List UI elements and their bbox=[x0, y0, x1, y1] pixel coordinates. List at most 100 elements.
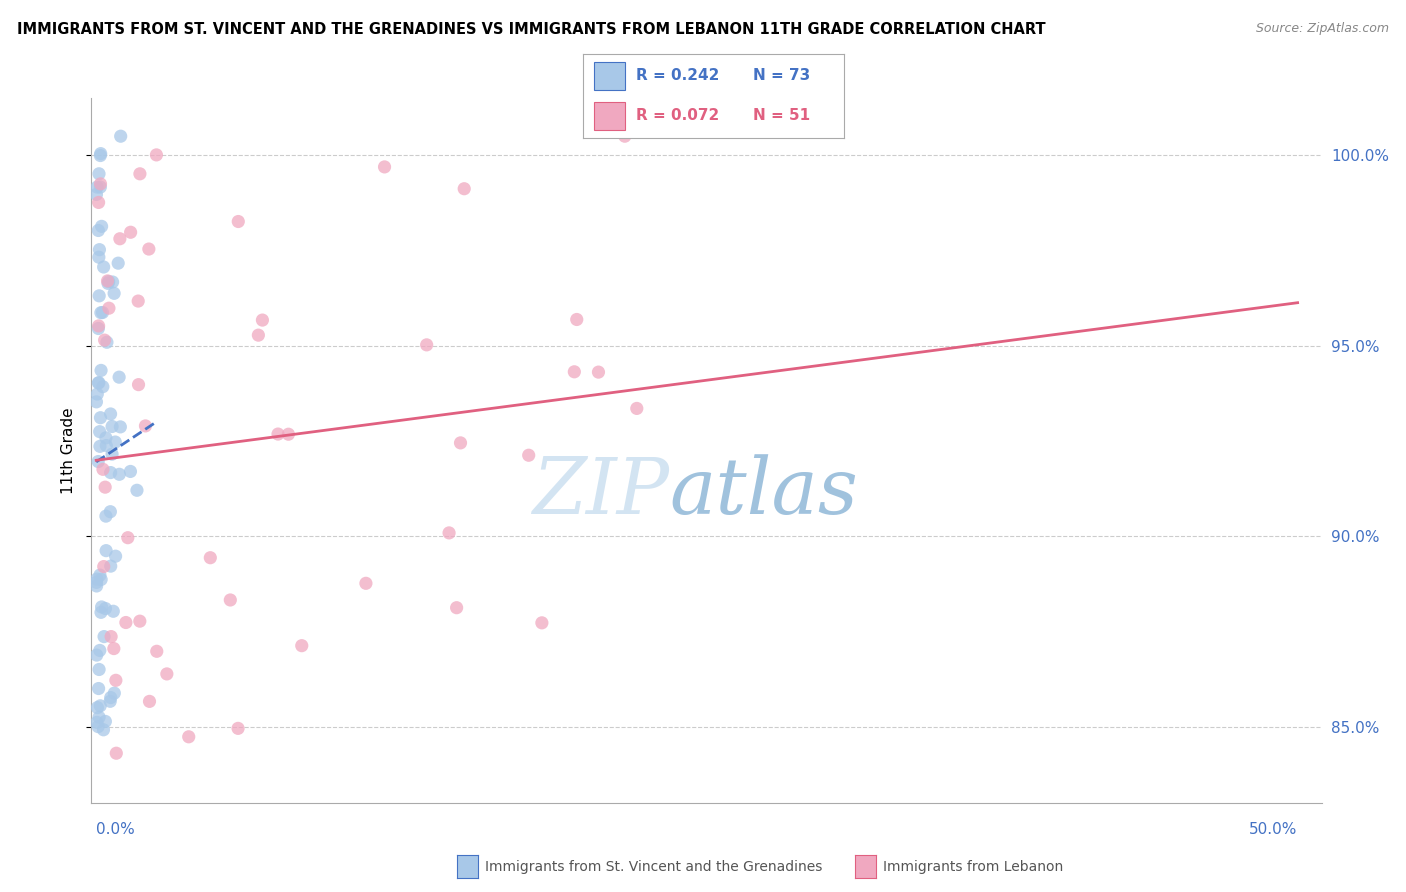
Point bbox=[104, 549, 127, 564]
Point bbox=[98, 694, 121, 708]
FancyBboxPatch shape bbox=[593, 62, 626, 90]
Point bbox=[94, 601, 117, 615]
Point bbox=[110, 420, 132, 434]
Point bbox=[87, 321, 110, 335]
Point bbox=[86, 648, 108, 662]
Point bbox=[86, 579, 108, 593]
Point bbox=[94, 431, 117, 445]
Point bbox=[450, 436, 472, 450]
Point bbox=[90, 306, 112, 320]
Point bbox=[626, 401, 648, 416]
Point bbox=[103, 286, 125, 301]
Point bbox=[89, 243, 111, 257]
Point bbox=[97, 301, 120, 316]
Point bbox=[87, 223, 110, 237]
Point bbox=[86, 180, 108, 194]
Point bbox=[97, 274, 120, 288]
Point bbox=[87, 376, 110, 390]
FancyBboxPatch shape bbox=[593, 102, 626, 130]
Point bbox=[291, 639, 314, 653]
Point bbox=[93, 559, 115, 574]
Point bbox=[89, 698, 111, 713]
Point bbox=[103, 641, 125, 656]
Point bbox=[89, 643, 111, 657]
Point bbox=[91, 462, 114, 476]
Point bbox=[89, 439, 111, 453]
Point bbox=[87, 681, 110, 696]
Point bbox=[105, 746, 128, 760]
Point bbox=[128, 614, 150, 628]
Point bbox=[90, 605, 112, 619]
Point bbox=[100, 690, 122, 705]
Point bbox=[89, 177, 111, 191]
Point bbox=[120, 465, 142, 479]
Point bbox=[252, 313, 274, 327]
Point bbox=[86, 395, 108, 409]
Point bbox=[87, 454, 110, 468]
Point bbox=[138, 242, 160, 256]
Point bbox=[93, 630, 115, 644]
Point bbox=[100, 630, 122, 644]
Text: N = 51: N = 51 bbox=[752, 108, 810, 123]
Point bbox=[90, 363, 112, 377]
Point bbox=[267, 427, 290, 442]
Point bbox=[86, 572, 108, 586]
Point bbox=[104, 673, 127, 688]
Point bbox=[613, 129, 636, 144]
Text: R = 0.072: R = 0.072 bbox=[636, 108, 718, 123]
Point bbox=[87, 710, 110, 724]
Text: Immigrants from St. Vincent and the Grenadines: Immigrants from St. Vincent and the Gren… bbox=[485, 860, 823, 874]
Point bbox=[177, 730, 200, 744]
Point bbox=[110, 129, 132, 144]
Point bbox=[101, 419, 124, 434]
Text: ZIP: ZIP bbox=[533, 455, 669, 531]
Point bbox=[91, 305, 114, 319]
Point bbox=[87, 376, 110, 390]
Point bbox=[125, 483, 148, 498]
Y-axis label: 11th Grade: 11th Grade bbox=[60, 407, 76, 494]
Point bbox=[89, 568, 111, 582]
Point bbox=[134, 418, 156, 433]
Point bbox=[86, 387, 108, 401]
Point bbox=[93, 333, 115, 347]
Point bbox=[226, 214, 249, 228]
Point bbox=[97, 277, 120, 291]
Point bbox=[108, 467, 131, 482]
Point bbox=[108, 232, 131, 246]
Point bbox=[446, 600, 468, 615]
Text: 0.0%: 0.0% bbox=[96, 822, 135, 837]
Point bbox=[86, 187, 108, 202]
Point bbox=[89, 180, 111, 194]
Point bbox=[90, 146, 112, 161]
Point bbox=[588, 365, 610, 379]
Point bbox=[93, 723, 115, 737]
Point bbox=[94, 480, 117, 494]
Point bbox=[277, 427, 299, 442]
Point bbox=[93, 260, 115, 274]
Point bbox=[562, 365, 585, 379]
Point bbox=[87, 318, 110, 333]
Text: atlas: atlas bbox=[669, 455, 858, 531]
Point bbox=[87, 250, 110, 264]
Point bbox=[89, 289, 111, 303]
Point bbox=[129, 167, 152, 181]
Point bbox=[100, 466, 122, 480]
Point bbox=[87, 663, 110, 677]
Point bbox=[87, 195, 110, 210]
Point bbox=[90, 219, 112, 234]
Point bbox=[86, 715, 108, 730]
Point bbox=[90, 573, 112, 587]
Text: Immigrants from Lebanon: Immigrants from Lebanon bbox=[883, 860, 1063, 874]
Point bbox=[219, 593, 242, 607]
Point bbox=[128, 377, 150, 392]
Point bbox=[87, 720, 110, 734]
Point bbox=[104, 435, 127, 450]
Point bbox=[108, 370, 131, 384]
Point bbox=[415, 338, 437, 352]
Point bbox=[247, 328, 270, 343]
Text: Source: ZipAtlas.com: Source: ZipAtlas.com bbox=[1256, 22, 1389, 36]
Point bbox=[98, 505, 121, 519]
Point bbox=[96, 335, 118, 350]
Point bbox=[87, 167, 110, 181]
Point bbox=[101, 447, 124, 461]
